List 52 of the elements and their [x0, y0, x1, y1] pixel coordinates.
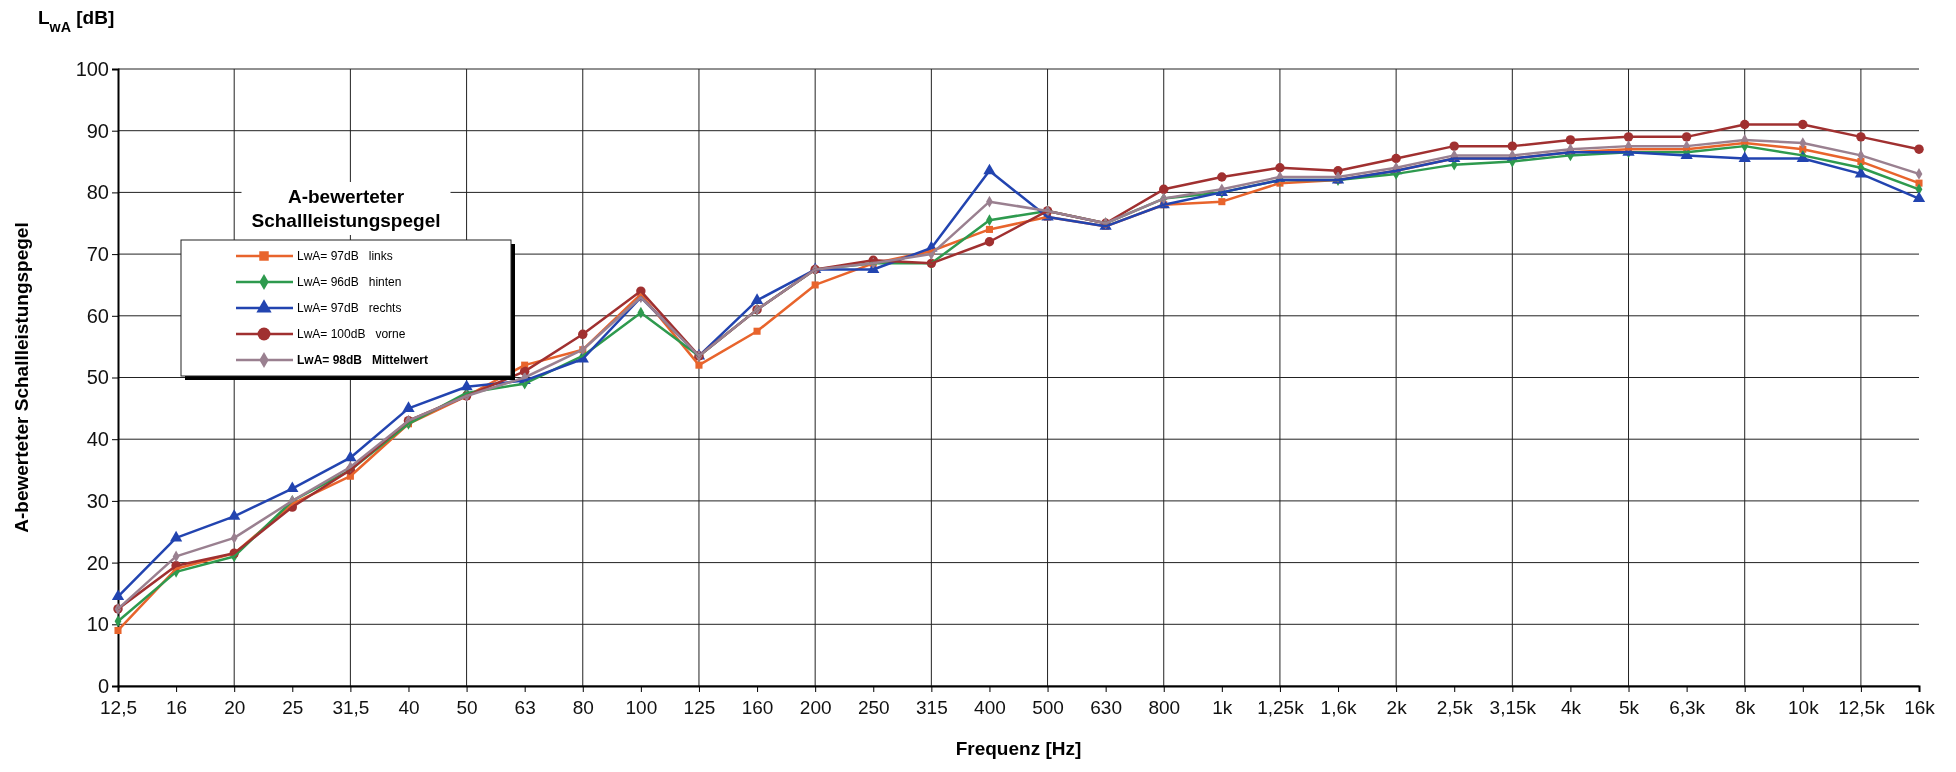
legend-label: LwA= 97dB rechts	[297, 301, 402, 315]
x-tick-label: 315	[916, 697, 948, 718]
y-tick-label: 60	[86, 304, 109, 327]
x-tick-label: 2,5k	[1436, 697, 1474, 718]
x-axis-title: Frequenz [Hz]	[955, 738, 1082, 759]
x-tick-label: 10k	[1787, 697, 1820, 718]
x-tick-label: 12,5	[100, 697, 137, 718]
x-tick-label: 6,3k	[1669, 697, 1706, 718]
x-tick-label: 16k	[1904, 697, 1936, 718]
x-tick-label: 630	[1090, 697, 1122, 718]
x-tick-label: 5k	[1618, 697, 1640, 718]
x-tick-label: 8k	[1735, 697, 1756, 718]
x-tick-label: 250	[857, 697, 890, 718]
x-tick-label: 80	[572, 697, 594, 718]
x-tick-label: 40	[398, 697, 420, 718]
x-tick-label: 100	[625, 697, 658, 718]
x-tick-label: 16	[166, 697, 188, 718]
y-tick-label: 0	[97, 674, 109, 697]
x-tick-label: 63	[514, 697, 536, 718]
y-tick-label: 100	[75, 57, 109, 80]
y-tick-label: 70	[86, 243, 109, 265]
y-tick-label: 30	[86, 489, 109, 512]
x-tick-label: 200	[799, 697, 832, 718]
y-tick-label: 50	[86, 366, 109, 389]
x-tick-label: 1,25k	[1257, 697, 1305, 718]
x-tick-label: 25	[282, 697, 304, 718]
x-tick-label: 3,15k	[1489, 697, 1537, 718]
legend-label: LwA= 98dB Mittelwert	[297, 353, 429, 367]
y-tick-label: 10	[86, 613, 109, 636]
x-tick-label: 20	[224, 697, 246, 718]
legend-title: A-bewerteter Schallleistungspegel	[251, 186, 441, 231]
text: L$_{wA}$ [dB]	[38, 7, 115, 35]
x-tick-label: 400	[974, 697, 1006, 718]
x-tick-label: 4k	[1560, 697, 1582, 718]
y-tick-label: 40	[86, 428, 109, 451]
x-tick-label: 50	[456, 697, 478, 718]
y-axis-title: A-bewerteter Schallleistungspegel	[10, 222, 32, 533]
x-tick-label: 160	[741, 697, 774, 718]
x-tick-label: 31,5	[332, 697, 370, 718]
x-tick-label: 1,6k	[1320, 697, 1357, 718]
y-tick-label: 20	[86, 551, 109, 574]
x-tick-label: 125	[683, 697, 716, 718]
legend-label: LwA= 100dB vorne	[297, 327, 406, 341]
y-tick-label: 90	[86, 119, 109, 142]
legend-label: LwA= 96dB hinten	[297, 275, 402, 289]
x-tick-label: 500	[1032, 697, 1064, 718]
x-tick-label: 1k	[1212, 697, 1233, 718]
y-tick-label: 80	[86, 181, 109, 204]
x-tick-label: 800	[1148, 697, 1181, 718]
x-tick-label: 12,5k	[1838, 697, 1886, 718]
x-tick-label: 2k	[1386, 697, 1408, 718]
legend-label: LwA= 97dB links	[297, 249, 393, 263]
